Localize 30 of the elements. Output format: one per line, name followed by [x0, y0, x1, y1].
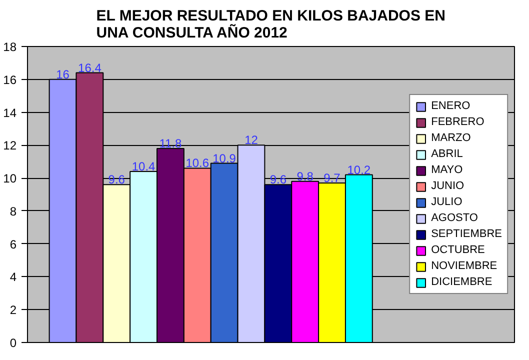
legend-label: FEBRERO: [431, 116, 484, 128]
data-label: 10.4: [132, 159, 156, 174]
legend-label: MAYO: [431, 164, 463, 176]
legend-label: ABRIL: [431, 148, 463, 160]
data-label: 10.6: [186, 156, 210, 170]
legend-label: ENERO: [431, 100, 470, 112]
y-tick-label: 14: [3, 106, 17, 120]
chart-title: EL MEJOR RESULTADO EN KILOS BAJADOS EN UNA CONSULTA AÑO 2012: [96, 8, 446, 42]
y-tick-label: 8: [10, 204, 17, 218]
y-tick-label: 12: [3, 138, 17, 153]
legend-label: NOVIEMBRE: [431, 260, 498, 272]
y-tick-label: 2: [10, 303, 17, 318]
data-label: 10.9: [212, 151, 236, 166]
legend-label: DICIEMBRE: [431, 276, 492, 288]
legend-label: SEPTIEMBRE: [431, 228, 502, 240]
data-label: 12: [244, 133, 258, 148]
data-label: 16.4: [78, 60, 102, 75]
data-label: 16: [56, 67, 70, 82]
legend-label: AGOSTO: [431, 212, 478, 224]
legend-label: MARZO: [431, 132, 471, 144]
legend-label: JULIO: [431, 196, 462, 208]
legend-label: OCTUBRE: [431, 244, 485, 256]
y-tick-label: 0: [10, 336, 17, 350]
y-tick-label: 18: [3, 40, 17, 54]
data-label: 10.2: [347, 162, 371, 177]
y-tick-label: 6: [10, 237, 17, 252]
y-tick-label: 16: [3, 72, 17, 87]
y-tick-label: 4: [10, 270, 17, 284]
y-tick-label: 10: [3, 172, 17, 186]
legend-label: JUNIO: [431, 180, 464, 192]
